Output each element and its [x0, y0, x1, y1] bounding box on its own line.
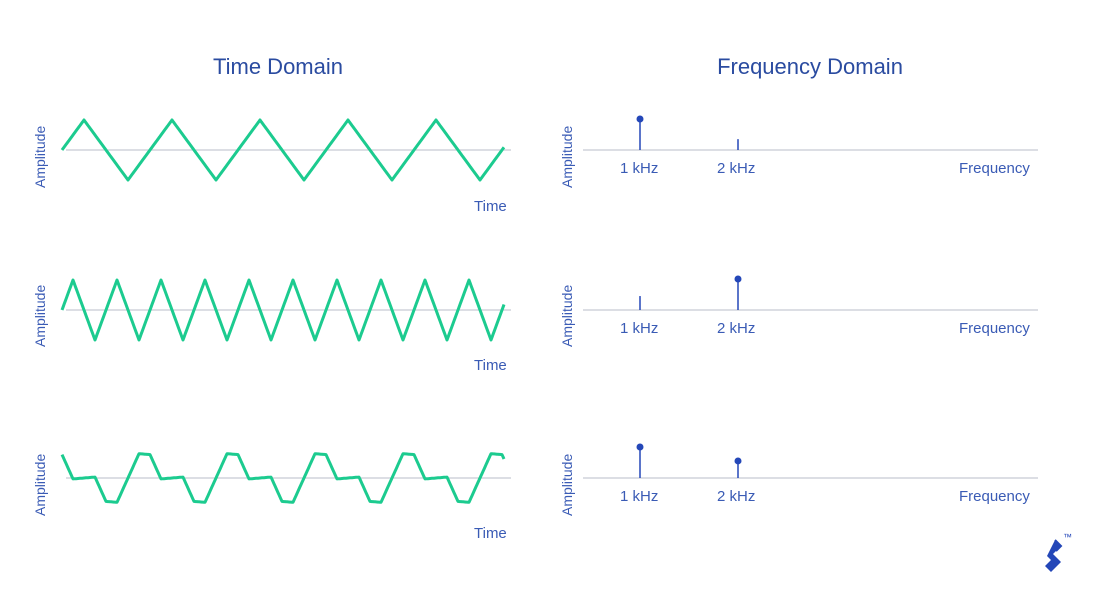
frequency-label: Frequency — [959, 488, 1030, 505]
time-domain-title: Time Domain — [213, 54, 343, 79]
tick-label-1khz: 1 kHz — [620, 160, 659, 177]
spectrum-stem-marker — [636, 443, 644, 451]
time-label: Time — [474, 198, 507, 215]
spectrum-stem-marker — [636, 115, 644, 123]
waveform-line — [60, 278, 506, 342]
tick-label-2khz: 2 kHz — [717, 160, 756, 177]
tick-label-1khz: 1 kHz — [620, 320, 659, 337]
frequency-domain-title: Frequency Domain — [717, 54, 903, 79]
time-label: Time — [474, 525, 507, 542]
time-label: Time — [474, 357, 507, 374]
frequency-label: Frequency — [959, 160, 1030, 177]
spectrum-stem-marker — [734, 275, 742, 283]
trademark-mark: ™ — [1063, 532, 1072, 542]
tick-label-2khz: 2 kHz — [717, 320, 756, 337]
waveform-line — [60, 452, 506, 504]
tick-label-2khz: 2 kHz — [717, 488, 756, 505]
spectrum-stem-marker — [734, 457, 742, 465]
tick-label-1khz: 1 kHz — [620, 488, 659, 505]
waveform-line — [60, 118, 506, 182]
frequency-label: Frequency — [959, 320, 1030, 337]
